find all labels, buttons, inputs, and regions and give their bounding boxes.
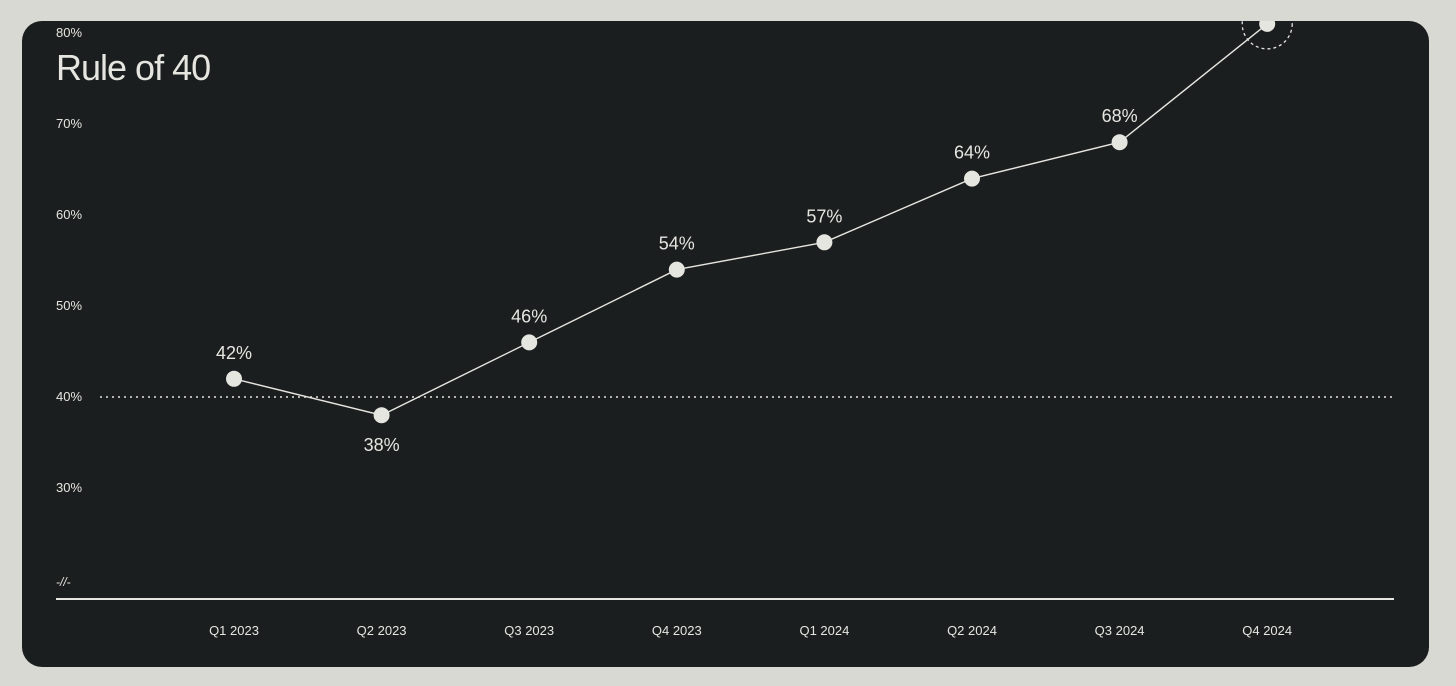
data-point: [964, 170, 980, 187]
x-tick-label: Q2 2023: [357, 623, 407, 638]
data-label: 54%: [659, 234, 695, 254]
axis-break-mark: -//-: [56, 575, 71, 589]
y-tick-label: 60%: [56, 207, 82, 222]
chart-title: Rule of 40: [56, 47, 211, 88]
chart-card: Rule of 40 30% 40% 50% 60% 70% 80% -//- Q1 2023…: [22, 21, 1429, 667]
x-tick-label: Q4 2023: [652, 623, 702, 638]
y-tick-label: 70%: [56, 116, 82, 131]
y-tick-label: 30%: [56, 480, 82, 495]
x-tick-label: Q3 2023: [504, 623, 554, 638]
highlight-ring: [1241, 21, 1293, 50]
data-point: [1111, 134, 1128, 151]
data-label: 42%: [216, 343, 252, 363]
data-point: [816, 234, 833, 251]
x-tick-label: Q3 2024: [1095, 623, 1145, 638]
data-point: [373, 407, 390, 424]
y-tick-label: 40%: [56, 389, 82, 404]
line-chart: 30% 40% 50% 60% 70% 80% -//- Q1 2023 Q2 2023 Q3 2…: [56, 21, 1394, 638]
y-tick-label: 50%: [56, 298, 82, 313]
data-label: 57%: [806, 206, 842, 226]
data-label: 46%: [511, 306, 547, 326]
y-tick-label: 80%: [56, 25, 82, 40]
x-tick-label: Q1 2024: [799, 623, 849, 638]
data-point: [1259, 21, 1276, 32]
series-line: [233, 23, 1268, 416]
data-label: 38%: [364, 435, 400, 455]
data-point: [521, 334, 538, 351]
x-tick-label: Q1 2023: [209, 623, 259, 638]
data-point: [226, 370, 242, 387]
data-label: 68%: [1102, 106, 1138, 126]
x-tick-label: Q2 2024: [947, 623, 997, 638]
x-tick-label: Q4 2024: [1242, 623, 1292, 638]
data-label: 64%: [954, 143, 990, 163]
data-point: [668, 261, 685, 278]
